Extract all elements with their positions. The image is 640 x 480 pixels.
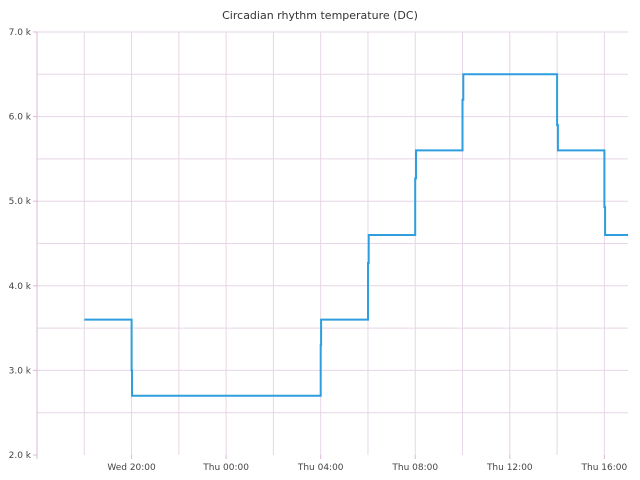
x-tick-label: Thu 04:00: [297, 463, 344, 473]
series: [84, 73, 628, 397]
x-tick-label: Thu 12:00: [486, 463, 533, 473]
y-tick-label: 7.0 k: [9, 28, 32, 38]
y-tick-label: 5.0 k: [9, 197, 32, 207]
grid: [37, 31, 628, 455]
series-line: [84, 73, 628, 397]
y-tick-label: 3.0 k: [9, 366, 32, 376]
x-tick-label: Thu 16:00: [581, 463, 628, 473]
chart-title: Circadian rhythm temperature (DC): [222, 9, 418, 22]
y-tick-label: 4.0 k: [9, 282, 32, 292]
x-tick-label: Wed 20:00: [107, 463, 156, 473]
axes: 2.0 k 3.0 k 4.0 k 5.0 k 6.0 k 7.0 k Wed 20:00 T…: [9, 28, 628, 473]
y-tick-label: 6.0 k: [9, 113, 32, 123]
x-tick-label: Thu 08:00: [391, 463, 438, 473]
y-tick-label: 2.0 k: [9, 451, 32, 461]
x-tick-label: Thu 00:00: [202, 463, 249, 473]
